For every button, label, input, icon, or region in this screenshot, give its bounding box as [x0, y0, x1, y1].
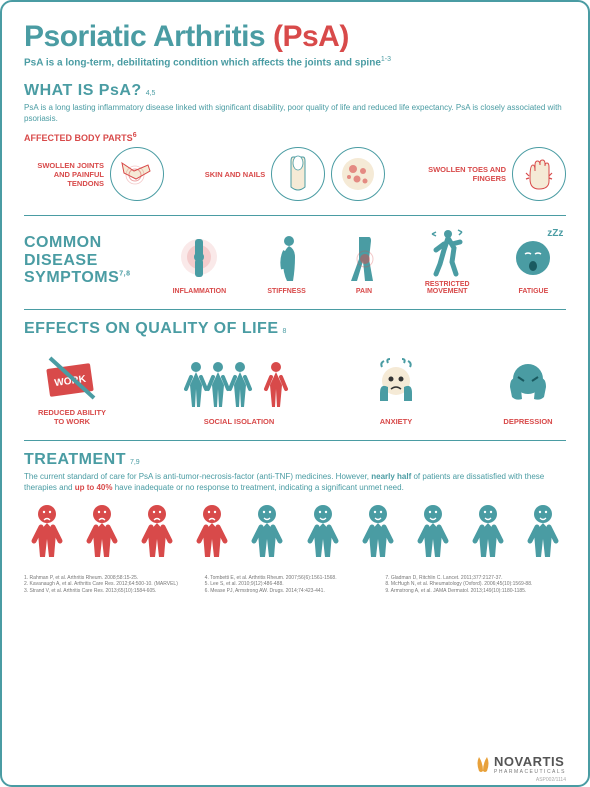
- people-row: [24, 503, 566, 561]
- what-sup: 4,5: [146, 90, 156, 97]
- subtitle-text: PsA is a long-term, debilitating conditi…: [24, 57, 381, 68]
- bodypart-label: SWOLLEN JOINTS AND PAINFUL TENDONS: [24, 161, 104, 188]
- symptom-label: RESTRICTED MOVEMENT: [422, 281, 472, 295]
- affected-subhead-text: AFFECTED BODY PARTS: [24, 133, 133, 143]
- logo-brand: NOVARTIS: [494, 754, 566, 769]
- person-icon: [300, 503, 346, 561]
- ref-col: 1. Rahman P, et al. Arthritis Rheum. 200…: [24, 575, 205, 595]
- qol-item: ANXIETY: [366, 357, 426, 426]
- person-icon: [355, 503, 401, 561]
- references: 1. Rahman P, et al. Arthritis Rheum. 200…: [24, 575, 566, 595]
- symptoms-heading: COMMON DISEASE SYMPTOMS7,8: [24, 234, 150, 287]
- symptom-item: RESTRICTED MOVEMENT: [422, 226, 472, 295]
- affected-sup: 6: [133, 132, 137, 139]
- treatment-heading: TREATMENT 7,9: [24, 451, 566, 469]
- t-a: The current standard of care for PsA is …: [24, 472, 371, 481]
- ref-col: 7. Gladman D, Ritchlin C. Lancet. 2011;3…: [385, 575, 566, 595]
- qol-item: DEPRESSION: [498, 357, 558, 426]
- person-icon: [410, 503, 456, 561]
- qol-label: SOCIAL ISOLATION: [204, 417, 275, 426]
- subtitle: PsA is a long-term, debilitating conditi…: [24, 56, 566, 68]
- t-e: have inadequate or no response to treatm…: [112, 483, 403, 492]
- divider: [24, 309, 566, 310]
- depression-icon: [498, 357, 558, 413]
- qol-row: WORK REDUCED ABILITY TO WORK SOCIAL ISOL…: [24, 348, 566, 426]
- subtitle-sup: 1-3: [381, 56, 391, 63]
- affected-subhead: AFFECTED BODY PARTS6: [24, 132, 566, 143]
- inflammation-icon: [178, 233, 220, 285]
- skin-icon: [331, 147, 385, 201]
- person-icon: [520, 503, 566, 561]
- work-icon: WORK: [40, 348, 104, 404]
- title-accent: (PsA): [273, 20, 349, 53]
- elbow-icon: [110, 147, 164, 201]
- bodypart-item: SWOLLEN JOINTS AND PAINFUL TENDONS: [24, 147, 164, 201]
- qol-sup: 8: [282, 328, 286, 335]
- t-d: up to 40%: [75, 483, 113, 492]
- t-b: nearly half: [371, 472, 411, 481]
- qol-label: DEPRESSION: [503, 417, 552, 426]
- person-icon: [189, 503, 235, 561]
- symptoms-heading-text: COMMON DISEASE SYMPTOMS: [24, 234, 119, 286]
- doc-code: ASP002/1114: [536, 777, 566, 783]
- person-icon: [134, 503, 180, 561]
- page-title: Psoriatic Arthritis (PsA): [24, 20, 566, 54]
- novartis-logo: NOVARTIS PHARMACEUTICALS: [474, 753, 566, 775]
- logo-icon: [474, 753, 492, 775]
- treatment-sup: 7,9: [130, 459, 140, 466]
- symptom-label: FATIGUE: [518, 288, 548, 295]
- stiffness-icon: [269, 233, 305, 285]
- treatment-desc: The current standard of care for PsA is …: [24, 472, 566, 493]
- fatigue-icon: [513, 236, 553, 280]
- symptoms-sup: 7,8: [119, 271, 130, 278]
- qol-heading-text: EFFECTS ON QUALITY OF LIFE: [24, 320, 278, 338]
- qol-label: ANXIETY: [380, 417, 413, 426]
- person-icon: [244, 503, 290, 561]
- bodyparts-row: SWOLLEN JOINTS AND PAINFUL TENDONS SKIN …: [24, 147, 566, 201]
- symptom-item: PAIN: [347, 233, 381, 295]
- symptom-item: STIFFNESS: [267, 233, 306, 295]
- title-main: Psoriatic Arthritis: [24, 20, 273, 53]
- qol-item: SOCIAL ISOLATION: [184, 357, 294, 426]
- symptom-label: INFLAMMATION: [173, 288, 227, 295]
- symptom-label: PAIN: [356, 288, 372, 295]
- what-heading: WHAT IS PsA? 4,5: [24, 82, 566, 100]
- pain-icon: [347, 233, 381, 285]
- bodypart-label: SWOLLEN TOES AND FINGERS: [426, 165, 506, 183]
- symptoms-section: COMMON DISEASE SYMPTOMS7,8 INFLAMMATION …: [24, 226, 566, 295]
- divider: [24, 215, 566, 216]
- bodypart-label: SKIN AND NAILS: [205, 170, 266, 179]
- qol-label: REDUCED ABILITY TO WORK: [32, 408, 112, 426]
- qol-heading: EFFECTS ON QUALITY OF LIFE 8: [24, 320, 566, 338]
- what-desc: PsA is a long lasting inflammatory disea…: [24, 103, 566, 124]
- ref-col: 4. Tombetti E, et al. Arthritis Rheum. 2…: [205, 575, 386, 595]
- zzz-text: zZz: [547, 228, 563, 239]
- symptoms-row: INFLAMMATION STIFFNESS PAIN RESTRICTED M…: [160, 226, 566, 295]
- symptom-item: INFLAMMATION: [173, 233, 227, 295]
- bodypart-item: SKIN AND NAILS: [205, 147, 386, 201]
- treatment-heading-text: TREATMENT: [24, 451, 126, 469]
- logo-sub: PHARMACEUTICALS: [494, 769, 566, 775]
- symptom-label: STIFFNESS: [267, 288, 306, 295]
- symptom-item: zZz FATIGUE: [513, 236, 553, 295]
- qol-item: WORK REDUCED ABILITY TO WORK: [32, 348, 112, 426]
- nail-icon: [271, 147, 325, 201]
- restricted-icon: [426, 226, 468, 278]
- person-icon: [79, 503, 125, 561]
- anxiety-icon: [366, 357, 426, 413]
- isolation-icon: [184, 357, 294, 413]
- divider: [24, 440, 566, 441]
- what-heading-text: WHAT IS PsA?: [24, 82, 142, 100]
- person-icon: [465, 503, 511, 561]
- bodypart-item: SWOLLEN TOES AND FINGERS: [426, 147, 566, 201]
- hand-icon: [512, 147, 566, 201]
- person-icon: [24, 503, 70, 561]
